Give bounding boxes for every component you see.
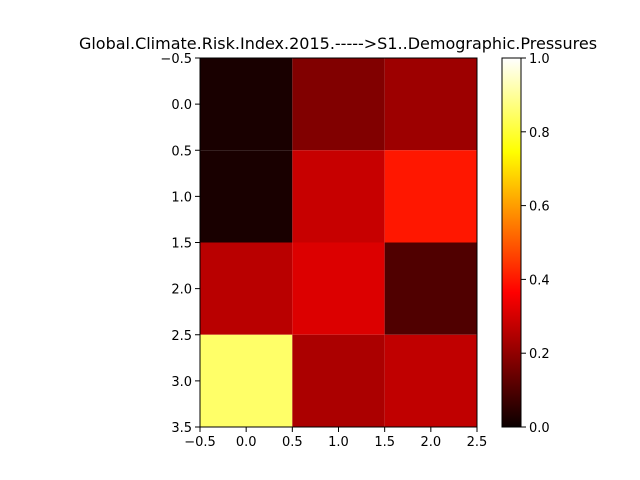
y-tick-label: 3.5	[171, 421, 192, 436]
y-tick-label: 2.5	[171, 329, 192, 344]
x-tick-label: −0.5	[184, 435, 216, 450]
heatmap-cell	[200, 242, 293, 335]
x-axis: −0.5 0.0 0.5 1.0 1.5 2.0 2.5	[184, 427, 487, 450]
x-tick-label: 0.5	[282, 435, 303, 450]
y-tick-label: −0.5	[160, 52, 192, 67]
y-tick-label: 0.0	[171, 98, 192, 113]
heatmap-cell	[200, 150, 293, 243]
heatmap-cell	[384, 150, 477, 243]
heatmap-cell	[292, 58, 385, 151]
y-axis: −0.5 0.0 0.5 1.0 1.5 2.0 2.5 3.0 3.5	[160, 52, 200, 436]
colorbar-tick-label: 1.0	[529, 52, 550, 67]
colorbar-tick-label: 0.6	[529, 200, 550, 215]
x-tick-label: 2.5	[467, 435, 488, 450]
y-tick-label: 0.5	[171, 144, 192, 159]
x-tick-label: 0.0	[236, 435, 257, 450]
chart-title: Global.Climate.Risk.Index.2015.----->S1.…	[79, 34, 597, 53]
heatmap-cell	[292, 242, 385, 335]
y-tick-label: 1.0	[171, 190, 192, 205]
heatmap-cell	[292, 334, 385, 427]
heatmap-cell	[200, 58, 293, 151]
colorbar: 0.0 0.2 0.4 0.6 0.8 1.0	[501, 52, 550, 436]
colorbar-gradient	[501, 57, 522, 428]
y-tick-label: 1.5	[171, 237, 192, 252]
colorbar-tick-label: 0.0	[529, 421, 550, 436]
colorbar-tick-label: 0.4	[529, 273, 550, 288]
x-tick-label: 2.0	[420, 435, 441, 450]
heatmap-cell	[384, 58, 477, 151]
y-tick-label: 3.0	[171, 375, 192, 390]
heatmap-cell	[292, 150, 385, 243]
x-tick-label: 1.0	[328, 435, 349, 450]
colorbar-tick-label: 0.8	[529, 126, 550, 141]
heatmap-cells	[200, 58, 477, 427]
y-tick-label: 2.0	[171, 283, 192, 298]
heatmap-cell	[384, 242, 477, 335]
colorbar-ticks: 0.0 0.2 0.4 0.6 0.8 1.0	[521, 52, 550, 436]
heatmap-cell	[200, 334, 293, 427]
x-tick-label: 1.5	[374, 435, 395, 450]
colorbar-tick-label: 0.2	[529, 347, 550, 362]
heatmap-cell	[384, 334, 477, 427]
